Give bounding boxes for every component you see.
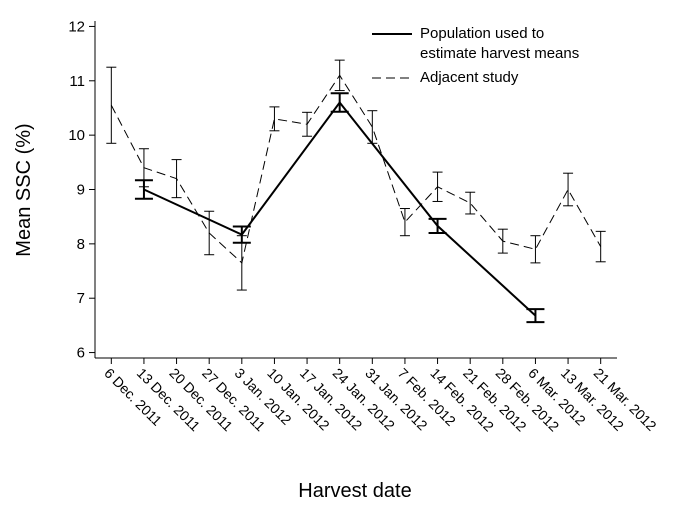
y-tick-label: 11 <box>69 73 85 90</box>
legend-label: Population used to estimate harvest mean… <box>420 25 580 62</box>
y-tick-label: 12 <box>68 18 85 35</box>
error-bar <box>563 172 574 207</box>
error-bar <box>367 110 378 144</box>
error-bar <box>428 217 447 234</box>
series-line <box>143 100 537 317</box>
series-line <box>110 74 602 264</box>
error-bar <box>334 59 345 92</box>
error-bar <box>106 66 117 144</box>
error-bar <box>530 235 541 264</box>
y-tick-label: 6 <box>77 345 85 362</box>
error-bar <box>432 171 443 202</box>
legend-entry: Population used to estimate harvest mean… <box>420 25 580 62</box>
legend-label: Adjacent study <box>420 69 519 86</box>
error-bar <box>465 191 476 215</box>
error-bar <box>269 106 280 132</box>
error-bar <box>302 111 313 137</box>
y-tick-label: 7 <box>77 290 85 307</box>
error-bar <box>595 230 606 263</box>
error-bar <box>497 228 508 254</box>
legend-entry: Adjacent study <box>420 69 519 86</box>
y-tick-label: 9 <box>77 182 85 199</box>
y-tick-label: 10 <box>68 127 85 144</box>
error-bar <box>330 92 349 113</box>
error-bar <box>204 210 215 256</box>
error-bar <box>138 148 149 188</box>
error-bar <box>236 235 247 291</box>
x-axis-label: Harvest date <box>298 480 411 502</box>
error-bar <box>526 308 545 324</box>
y-axis-label: Mean SSC (%) <box>13 123 35 256</box>
error-bar <box>399 208 410 237</box>
y-tick-label: 8 <box>77 236 85 253</box>
error-bar <box>171 159 182 199</box>
